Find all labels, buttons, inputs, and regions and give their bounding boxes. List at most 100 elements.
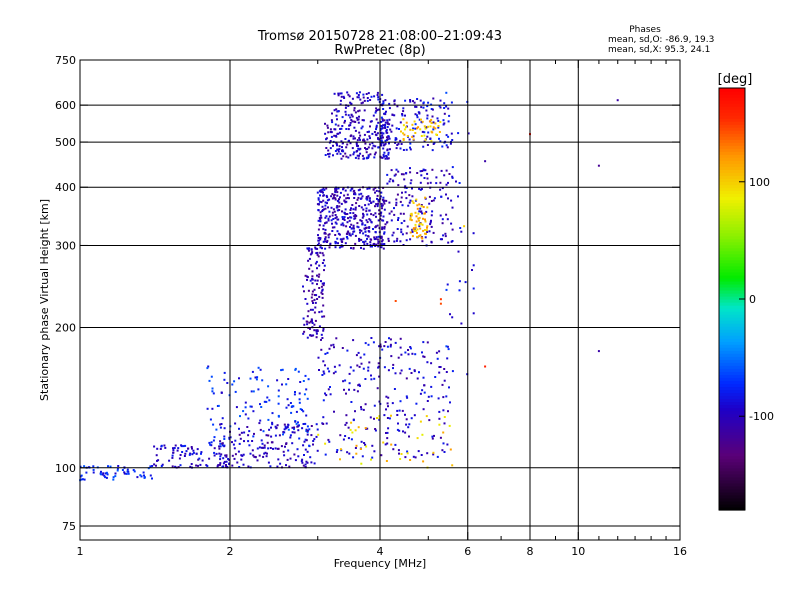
data-point [337, 110, 340, 113]
data-point [153, 463, 156, 466]
data-point [380, 236, 383, 239]
data-point [388, 212, 391, 215]
colorbar-segment [719, 226, 745, 231]
data-point [386, 345, 389, 348]
data-point [288, 465, 291, 468]
data-point [413, 414, 416, 417]
data-point [247, 465, 250, 468]
data-point [257, 366, 260, 369]
data-point [379, 195, 382, 198]
data-point [298, 398, 301, 401]
data-point [344, 379, 347, 382]
data-point [387, 427, 390, 430]
data-point [335, 141, 338, 144]
data-point [405, 126, 407, 129]
data-point [302, 423, 305, 425]
data-point [352, 226, 355, 229]
data-point [305, 320, 308, 323]
data-point [418, 235, 421, 238]
data-point [422, 101, 425, 104]
data-point [218, 447, 221, 450]
data-point [326, 239, 329, 242]
data-point [242, 410, 245, 413]
data-point [381, 141, 384, 144]
data-point [320, 291, 323, 294]
data-point [327, 236, 330, 239]
data-point [342, 380, 345, 383]
data-point [409, 99, 412, 101]
data-point [334, 221, 337, 224]
data-point [390, 210, 393, 213]
data-point [429, 181, 432, 184]
data-point [242, 453, 245, 456]
data-point [418, 371, 420, 374]
data-point [349, 135, 352, 138]
data-point [238, 433, 241, 436]
data-point [307, 289, 310, 292]
data-point [139, 474, 142, 477]
data-point [438, 137, 440, 140]
data-point [266, 441, 269, 444]
data-point [335, 142, 338, 145]
data-point [339, 131, 341, 134]
data-point [391, 402, 394, 405]
data-point [374, 238, 377, 240]
data-point [338, 205, 341, 208]
data-point [409, 146, 411, 149]
data-point [396, 414, 399, 416]
data-point [212, 439, 215, 442]
data-point [422, 229, 425, 232]
data-point [347, 156, 350, 159]
data-point [391, 113, 394, 116]
data-point [386, 157, 389, 160]
data-point [365, 151, 368, 154]
data-point [322, 329, 325, 332]
data-point [155, 454, 158, 457]
data-point [321, 210, 324, 213]
data-point [223, 444, 226, 447]
data-point [386, 138, 389, 141]
data-point [310, 264, 313, 267]
data-point [271, 421, 274, 424]
data-point [321, 296, 324, 299]
data-point [127, 470, 130, 473]
data-point [354, 234, 357, 237]
data-point [376, 132, 379, 135]
data-point [311, 300, 314, 303]
data-point [405, 232, 408, 235]
data-point [321, 190, 324, 193]
data-point-outlier [439, 298, 442, 301]
data-point [359, 98, 362, 101]
data-point [430, 140, 433, 143]
data-point [422, 206, 425, 208]
data-point [258, 446, 261, 449]
colorbar-segment [719, 268, 745, 273]
data-point [377, 108, 380, 111]
data-point [342, 187, 345, 190]
data-point [345, 146, 348, 149]
data-point [411, 129, 414, 131]
data-point [176, 449, 179, 452]
data-point [439, 121, 442, 123]
data-point-outlier [484, 160, 487, 163]
data-point [439, 238, 442, 241]
data-point [392, 367, 394, 370]
data-point [375, 110, 378, 112]
data-point [329, 128, 332, 131]
data-point [369, 245, 372, 248]
data-point [341, 241, 344, 243]
data-point [429, 221, 432, 224]
data-point [412, 127, 415, 130]
data-point [442, 409, 445, 412]
data-point [404, 431, 407, 434]
data-point [386, 119, 389, 122]
data-point [164, 446, 167, 449]
data-point [314, 306, 317, 309]
data-point [349, 234, 352, 237]
data-point [179, 454, 182, 456]
data-point [359, 134, 362, 137]
data-point [316, 253, 319, 256]
colorbar-segment [719, 377, 745, 381]
data-point [419, 99, 422, 102]
data-point [348, 197, 350, 200]
